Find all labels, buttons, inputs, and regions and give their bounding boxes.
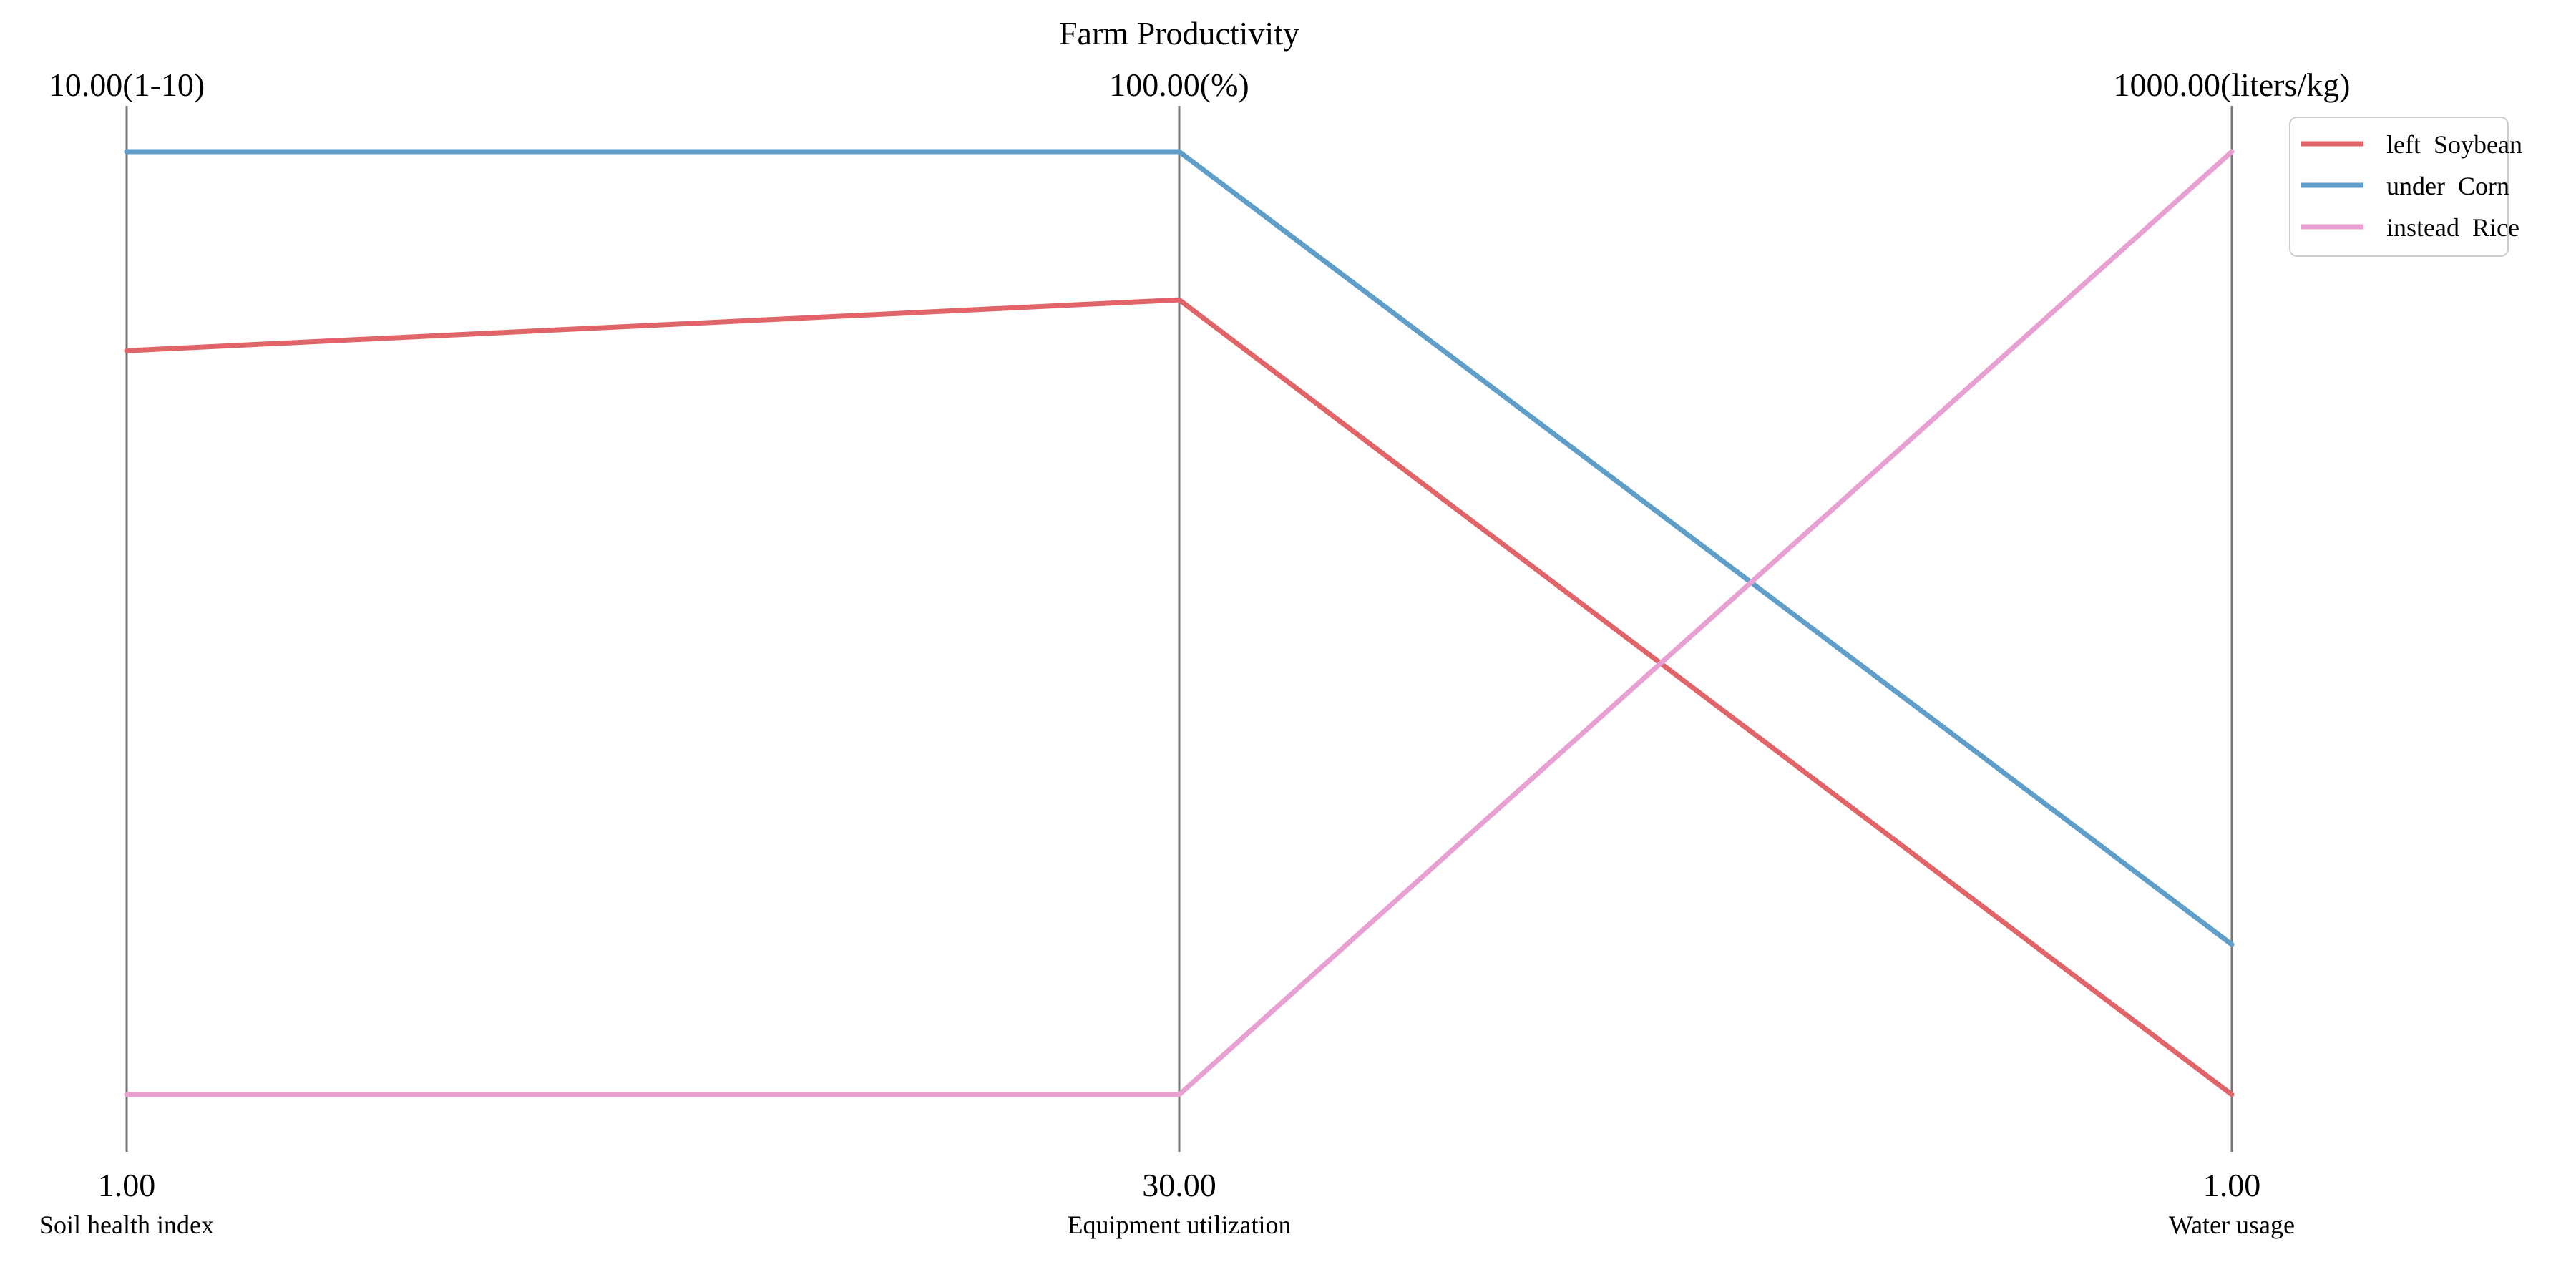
- chart-title: Farm Productivity: [1059, 15, 1299, 52]
- series-layer: [124, 149, 2235, 1097]
- axis-min-label: 1.00: [98, 1167, 156, 1203]
- axes-layer: 10.00(1-10) 1.00 Soil health index 100.00(%…: [39, 67, 2350, 1239]
- axis-name-label: Water usage: [2169, 1210, 2295, 1239]
- legend: left Soybean under Corn instead Rice: [2289, 117, 2522, 257]
- series-line: [124, 149, 2235, 1097]
- axis-name-label: Equipment utilization: [1068, 1210, 1292, 1239]
- series-line: [124, 149, 2235, 947]
- axis-min-label: 1.00: [2203, 1167, 2261, 1203]
- legend-label: under Corn: [2386, 172, 2509, 200]
- legend-label: left Soybean: [2386, 130, 2522, 159]
- axis-max-label: 1000.00(liters/kg): [2114, 67, 2351, 103]
- series-line: [124, 297, 2235, 1097]
- legend-label: instead Rice: [2386, 213, 2519, 242]
- axis-max-label: 100.00(%): [1109, 67, 1249, 103]
- axis-min-label: 30.00: [1142, 1167, 1216, 1203]
- legend-box: [2289, 117, 2509, 257]
- axis-name-label: Soil health index: [39, 1210, 214, 1239]
- axis-max-label: 10.00(1-10): [49, 67, 205, 103]
